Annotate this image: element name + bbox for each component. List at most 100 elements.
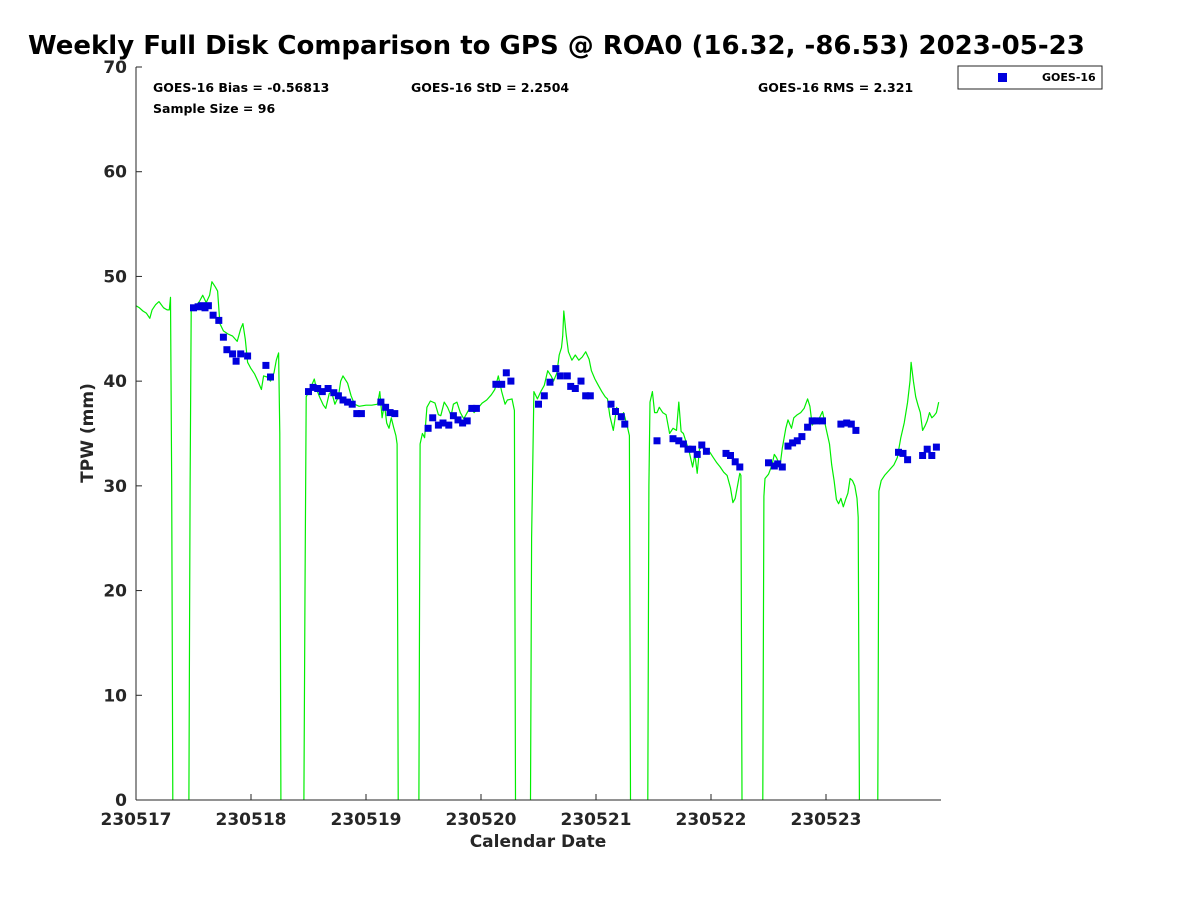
goes16-point [546, 378, 554, 386]
goes16-point [556, 372, 564, 380]
goes16-point [852, 426, 860, 434]
goes16-point [502, 369, 510, 377]
y-tick-label: 20 [103, 582, 127, 602]
goes16-point [424, 424, 432, 432]
goes16-point [267, 373, 274, 381]
goes16-point [324, 385, 332, 392]
goes16-point [904, 456, 912, 464]
goes16-point [586, 392, 594, 400]
goes16-point [669, 435, 677, 443]
goes16-point [357, 410, 365, 418]
chart-title: Weekly Full Disk Comparison to GPS @ ROA… [28, 31, 1085, 61]
goes16-point [552, 365, 560, 373]
goes16-point [439, 419, 447, 427]
goes16-point [507, 377, 515, 385]
x-tick-label: 230518 [216, 810, 287, 830]
goes16-point [190, 304, 197, 312]
goes16-point [391, 410, 399, 418]
legend-marker [998, 73, 1007, 82]
y-tick-label: 10 [103, 686, 127, 706]
goes16-point [386, 409, 394, 417]
goes16-point [843, 419, 851, 427]
y-tick-label: 70 [103, 58, 127, 78]
x-axis-label: Calendar Date [470, 832, 607, 852]
x-tick-label: 230520 [446, 810, 517, 830]
goes16-point [621, 420, 629, 428]
goes16-point [789, 439, 797, 447]
goes16-point [765, 459, 772, 467]
goes16-point [899, 449, 907, 457]
goes16-point [434, 421, 442, 429]
goes16-point [784, 442, 792, 450]
stat-std: GOES-16 StD = 2.2504 [411, 80, 569, 95]
goes16-point [774, 460, 782, 468]
gps-line-segment [135, 296, 174, 801]
goes16-point [262, 361, 270, 369]
x-tick-label: 230522 [676, 810, 747, 830]
goes16-point [472, 404, 480, 412]
goes16-point [923, 445, 931, 453]
goes16-point [679, 440, 687, 448]
goes16-point [798, 433, 806, 441]
goes16-point [919, 452, 927, 459]
goes16-point [353, 410, 361, 418]
gps-line-segment [529, 310, 632, 801]
goes16-point [722, 449, 730, 457]
goes16-point [689, 445, 697, 453]
series-layer [135, 281, 940, 801]
stat-rms: GOES-16 RMS = 2.321 [758, 80, 913, 95]
goes16-point [348, 400, 356, 408]
goes16-point [778, 463, 786, 471]
y-axis-label: TPW (mm) [78, 383, 98, 483]
goes16-point [793, 437, 801, 445]
goes16-point [675, 437, 683, 445]
goes16-point [445, 421, 453, 429]
y-tick-label: 30 [103, 477, 127, 497]
goes16-point [449, 412, 457, 420]
goes16-point [468, 404, 476, 412]
goes16-point [582, 392, 590, 400]
goes16-point [204, 302, 212, 310]
goes16-point [330, 389, 338, 397]
goes16-point [567, 382, 575, 390]
goes16-point [314, 385, 322, 392]
goes16-point [429, 414, 437, 422]
goes16-point [684, 445, 692, 453]
goes16-point [219, 333, 227, 341]
goes16-point [847, 420, 855, 428]
goes16-point [736, 463, 744, 471]
goes16-point [339, 396, 347, 404]
legend-label-goes16: GOES-16 [1042, 71, 1096, 84]
goes16-point [492, 380, 500, 388]
goes16-point [727, 452, 734, 459]
y-tick-label: 0 [115, 791, 127, 811]
goes16-point [698, 441, 706, 449]
goes16-point [232, 357, 240, 365]
goes16-point [344, 398, 352, 406]
goes16-point [571, 385, 579, 392]
y-tick-label: 50 [103, 267, 127, 287]
y-ticks: 0 10 20 30 40 50 60 70 [103, 58, 142, 811]
goes16-point [932, 443, 940, 451]
goes16-point [819, 417, 826, 425]
x-ticks: 230517 230518 230519 230520 230521 230522 2305… [101, 794, 861, 830]
goes16-point [237, 350, 245, 358]
goes16-point [305, 388, 312, 396]
goes16-point [535, 400, 542, 408]
x-tick-label: 230519 [331, 810, 402, 830]
gps-line-segment [647, 391, 743, 801]
goes16-point [209, 311, 217, 319]
goes16-point [382, 403, 390, 411]
goes16-point [653, 437, 661, 445]
goes16-point [377, 398, 385, 406]
goes16-point [731, 458, 739, 466]
legend: GOES-16 [957, 65, 1103, 90]
goes16-point [804, 423, 812, 431]
goes16-point [617, 413, 625, 421]
x-tick-label: 230521 [561, 810, 632, 830]
goes16-point [309, 383, 317, 391]
goes16-point [928, 452, 936, 459]
goes16-point [813, 417, 821, 425]
goes16-point [612, 408, 619, 415]
